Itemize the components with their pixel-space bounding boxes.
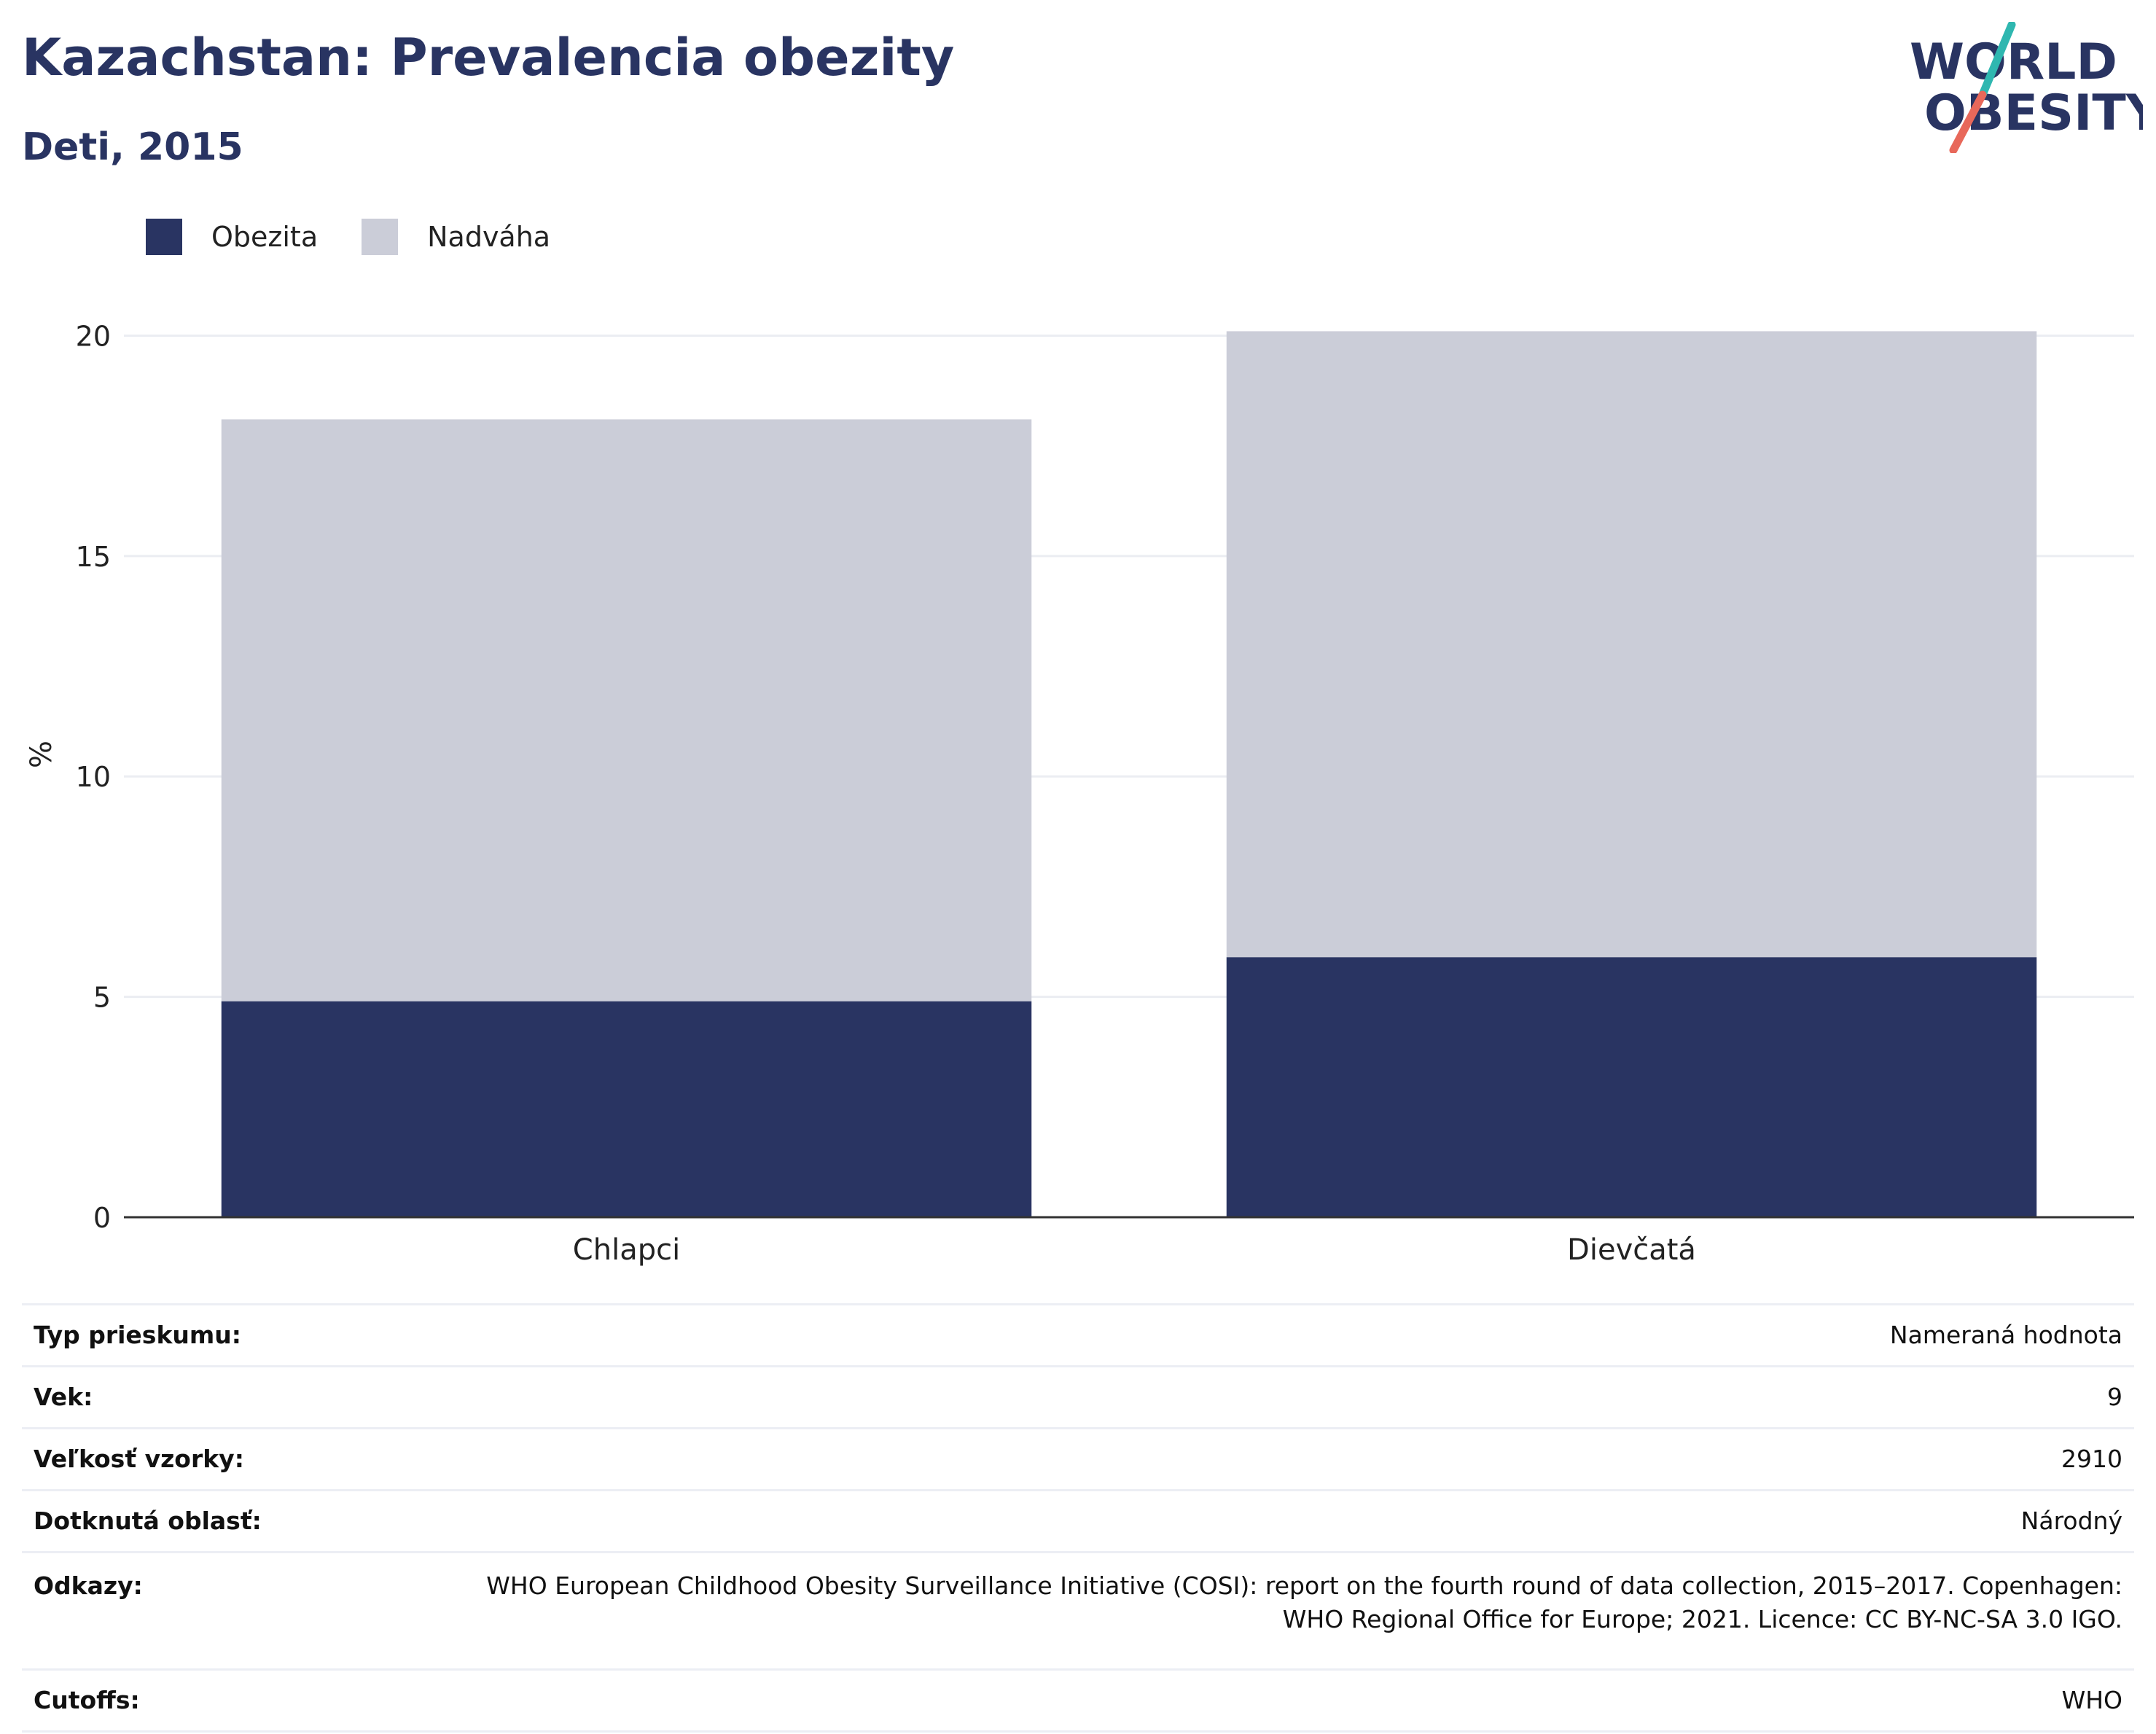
y-tick-label: 0: [93, 1202, 111, 1234]
bar-obesity-girls[interactable]: [1226, 957, 2037, 1217]
info-value: 9: [410, 1365, 2134, 1429]
logo-line1: WORLD: [1910, 34, 2117, 91]
chart-subtitle: Deti, 2015: [22, 125, 243, 169]
y-tick-label: 20: [76, 320, 111, 352]
info-key: Odkazy:: [22, 1551, 410, 1670]
legend-label-overweight: Nadváha: [427, 221, 551, 253]
y-tick-label: 15: [76, 541, 111, 573]
info-key: Typ prieskumu:: [22, 1303, 410, 1367]
bar-overweight-girls[interactable]: [1226, 331, 2037, 958]
y-tick-labels: 0 5 10 15 20: [76, 320, 111, 1234]
bar-overweight-boys[interactable]: [221, 419, 1032, 1001]
legend-swatch-obesity: [146, 219, 182, 255]
info-value: WHO: [410, 1668, 2134, 1733]
bars: [221, 331, 2037, 1217]
info-row: Cutoffs: WHO: [22, 1668, 2134, 1733]
y-tick-label: 5: [93, 982, 111, 1014]
info-value: Národný: [410, 1489, 2134, 1553]
logo-slash-coral: [1949, 90, 1987, 153]
info-key: Dotknutá oblasť:: [22, 1489, 410, 1553]
legend-item-overweight[interactable]: Nadváha: [362, 219, 550, 255]
logo-slash-teal: [1978, 22, 2016, 99]
x-tick-label: Chlapci: [573, 1233, 680, 1267]
legend-swatch-overweight: [362, 219, 399, 255]
y-tick-label: 10: [76, 761, 111, 793]
info-row: Dotknutá oblasť: Národný: [22, 1489, 2134, 1553]
chart-title: Kazachstan: Prevalencia obezity: [22, 28, 955, 87]
legend: Obezita Nadváha: [146, 217, 594, 257]
info-table: Typ prieskumu: Nameraná hodnota Vek: 9 Veľko…: [22, 1303, 2134, 1733]
info-value: 2910: [410, 1427, 2134, 1491]
info-row: Veľkosť vzorky: 2910: [22, 1427, 2134, 1491]
info-row: Typ prieskumu: Nameraná hodnota: [22, 1303, 2134, 1367]
legend-item-obesity[interactable]: Obezita: [146, 219, 318, 255]
x-tick-label: Dievčatá: [1567, 1233, 1696, 1267]
logo-line2: OBESITY: [1924, 85, 2143, 142]
info-key: Vek:: [22, 1365, 410, 1429]
x-tick-labels: Chlapci Dievčatá: [573, 1233, 1696, 1267]
bar-obesity-boys[interactable]: [221, 1001, 1032, 1217]
info-key: Veľkosť vzorky:: [22, 1427, 410, 1491]
info-row: Vek: 9: [22, 1365, 2134, 1429]
info-row: Odkazy: WHO European Childhood Obesity Su…: [22, 1551, 2134, 1670]
info-value-line: WHO Regional Office for Europe; 2021. Li…: [1282, 1605, 2122, 1633]
info-key: Cutoffs:: [22, 1668, 410, 1733]
y-axis-label: %: [25, 741, 58, 768]
legend-label-obesity: Obezita: [211, 221, 319, 253]
info-value: WHO European Childhood Obesity Surveilla…: [410, 1551, 2134, 1670]
bar-chart: 0 5 10 15 20 Chlapci Dievčatá %: [25, 320, 2134, 1267]
info-value: Nameraná hodnota: [410, 1303, 2134, 1367]
info-value-line: WHO European Childhood Obesity Surveilla…: [486, 1571, 2122, 1600]
world-obesity-logo: WORLD OBESITY: [1910, 22, 2143, 153]
